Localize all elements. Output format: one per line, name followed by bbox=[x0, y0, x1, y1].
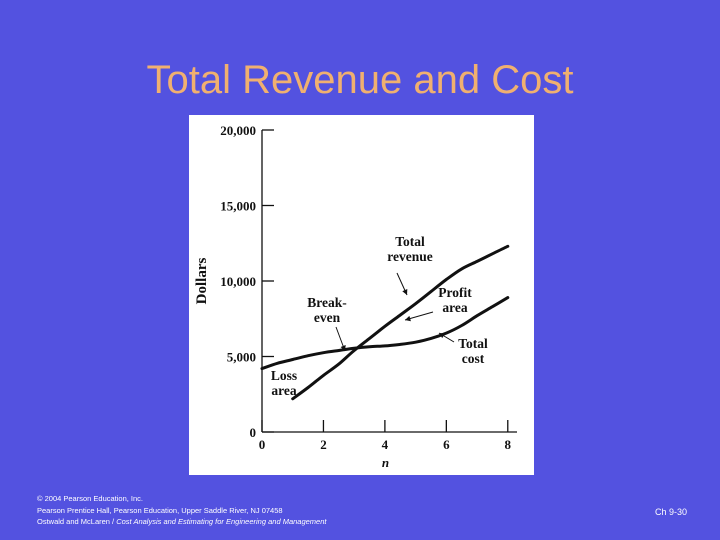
chart-panel: 0 5,000 10,000 15,000 20,000 0 2 4 6 8 n Dollars To… bbox=[189, 115, 534, 475]
annotation-arrowhead bbox=[402, 289, 408, 295]
x-tick-label: 6 bbox=[443, 437, 450, 452]
x-tick-label: 0 bbox=[259, 437, 266, 452]
y-axis-title: Dollars bbox=[194, 258, 210, 305]
footer-copyright: © 2004 Pearson Education, Inc. bbox=[37, 494, 144, 503]
footer-authors: Ostwald and McLaren / Cost Analysis and … bbox=[37, 516, 326, 528]
y-tick-label: 5,000 bbox=[227, 350, 256, 365]
annotation-arrowhead bbox=[405, 315, 411, 322]
footer-authors-prefix: Ostwald and McLaren / bbox=[37, 517, 117, 526]
annotation-arrowhead bbox=[340, 345, 346, 351]
slide-title: Total Revenue and Cost bbox=[146, 58, 574, 102]
chart-series bbox=[260, 244, 510, 401]
x-axis-title: n bbox=[382, 455, 389, 470]
footer-credits: © 2004 Pearson Education, Inc. Pearson P… bbox=[37, 493, 326, 528]
footer-publisher: Pearson Prentice Hall, Pearson Education… bbox=[37, 505, 283, 515]
footer-book-title: Cost Analysis and Estimating for Enginee… bbox=[116, 517, 327, 526]
x-tick-label: 8 bbox=[505, 437, 512, 452]
annotation-total-cost: Total cost bbox=[458, 336, 488, 366]
slide-number: Ch 9-30 bbox=[655, 507, 688, 517]
y-tick-label: 0 bbox=[250, 425, 257, 440]
chart-axes bbox=[261, 130, 517, 433]
y-tick-label: 10,000 bbox=[220, 274, 256, 289]
annotation-arrowhead bbox=[439, 333, 445, 339]
annotation-total-revenue: Total revenue bbox=[387, 234, 433, 264]
chart-ticks: 0 5,000 10,000 15,000 20,000 0 2 4 6 8 n Dollars bbox=[194, 123, 512, 470]
x-tick-label: 4 bbox=[382, 437, 389, 452]
total-revenue-line bbox=[291, 244, 510, 401]
y-tick-label: 15,000 bbox=[220, 199, 256, 214]
annotation-loss-area: Loss area bbox=[271, 368, 297, 398]
x-tick-label: 2 bbox=[320, 437, 327, 452]
total-cost-line bbox=[260, 296, 510, 371]
revenue-cost-chart: 0 5,000 10,000 15,000 20,000 0 2 4 6 8 n Dollars To… bbox=[194, 123, 517, 470]
y-tick-label: 20,000 bbox=[220, 123, 256, 138]
annotation-profit-area: Profit area bbox=[438, 285, 472, 315]
annotation-break-even: Break-even bbox=[307, 295, 347, 325]
